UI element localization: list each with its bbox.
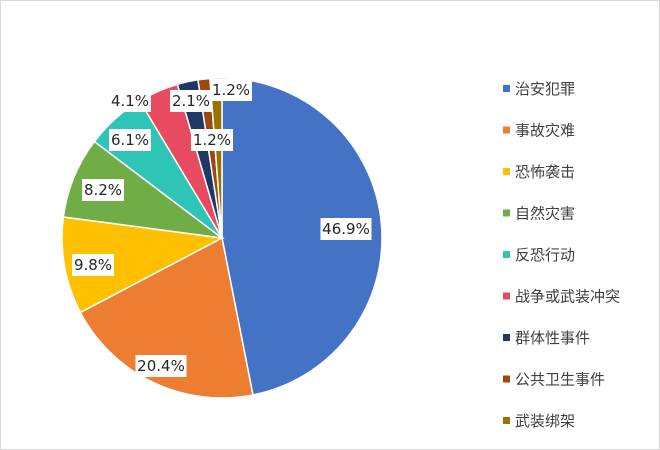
data-label-box-7 [191,129,233,151]
legend-label-5: 战争或武装冲突 [515,288,620,306]
legend-swatch-4 [503,251,510,258]
legend-item-2: 恐怖袭击 [503,163,575,181]
legend-swatch-0 [503,85,510,92]
data-label-text-4: 6.1% [111,131,149,149]
data-label-8: 1.2% [210,79,252,101]
data-labels: 46.9%20.4%9.8%8.2%6.1%4.1% 2.1%1.2%1.2% [72,79,372,377]
legend-item-8: 武装绑架 [503,412,575,430]
legend-item-0: 治安犯罪 [503,80,575,98]
legend-label-2: 恐怖袭击 [515,163,575,181]
pie-slice-2 [61,216,225,314]
data-label-4: 6.1% [109,129,151,151]
data-label-text-1: 20.4% [137,357,185,375]
data-label-7: 1.2% [191,129,233,151]
legend-label-0: 治安犯罪 [515,80,575,98]
data-label-box-6 [170,90,212,112]
data-label-text-7: 1.2% [193,131,231,149]
legend-label-7: 公共卫生事件 [515,371,605,389]
legend-item-1: 事故灾难 [503,122,575,140]
data-label-6: 2.1% [170,90,212,112]
data-label-box-2 [72,254,114,276]
legend-swatch-7 [503,375,510,383]
legend-swatch-5 [503,292,510,300]
pie-slice-8 [209,77,223,239]
data-label-1: 20.4% [135,355,187,377]
legend-item-6: 群体性事件 [503,329,590,347]
data-label-text-6: 2.1% [172,92,210,110]
legend-swatch-8 [503,417,510,424]
legend-label-8: 武装绑架 [515,412,575,430]
data-label-text-8: 1.2% [212,81,250,99]
data-label-text-0: 46.9% [322,220,370,238]
legend-item-5: 战争或武装冲突 [503,288,620,306]
pie-slices [61,77,383,399]
data-label-box-5 [109,90,151,112]
legend-swatch-6 [503,334,510,341]
legend-label-1: 事故灾难 [515,122,575,140]
legend-item-4: 反恐行动 [503,246,575,264]
data-label-box-0 [320,218,372,240]
data-label-0: 46.9% [320,218,372,240]
legend-swatch-1 [503,126,510,134]
data-label-text-5: 4.1% [111,92,149,110]
pie-slice-1 [79,236,254,399]
data-label-box-1 [135,355,187,377]
legend-item-3: 自然灾害 [503,205,575,223]
data-label-text-2: 9.8% [74,256,112,274]
legend-label-3: 自然灾害 [515,205,575,223]
legend-label-4: 反恐行动 [515,246,575,264]
pie-slice-0 [221,77,383,396]
legend-item-7: 公共卫生事件 [503,371,605,389]
data-label-5: 4.1% [109,90,151,112]
legend-swatch-2 [503,168,510,175]
data-label-2: 9.8% [72,254,114,276]
legend-swatch-3 [503,209,510,217]
legend: 治安犯罪事故灾难恐怖袭击自然灾害反恐行动战争或武装冲突群体性事件公共卫生事件武装… [503,80,620,430]
data-label-box-8 [210,79,252,101]
legend-label-6: 群体性事件 [515,329,590,347]
data-label-box-3 [82,179,124,201]
data-label-box-4 [109,129,151,151]
data-label-3: 8.2% [82,179,124,201]
data-label-text-3: 8.2% [84,181,122,199]
